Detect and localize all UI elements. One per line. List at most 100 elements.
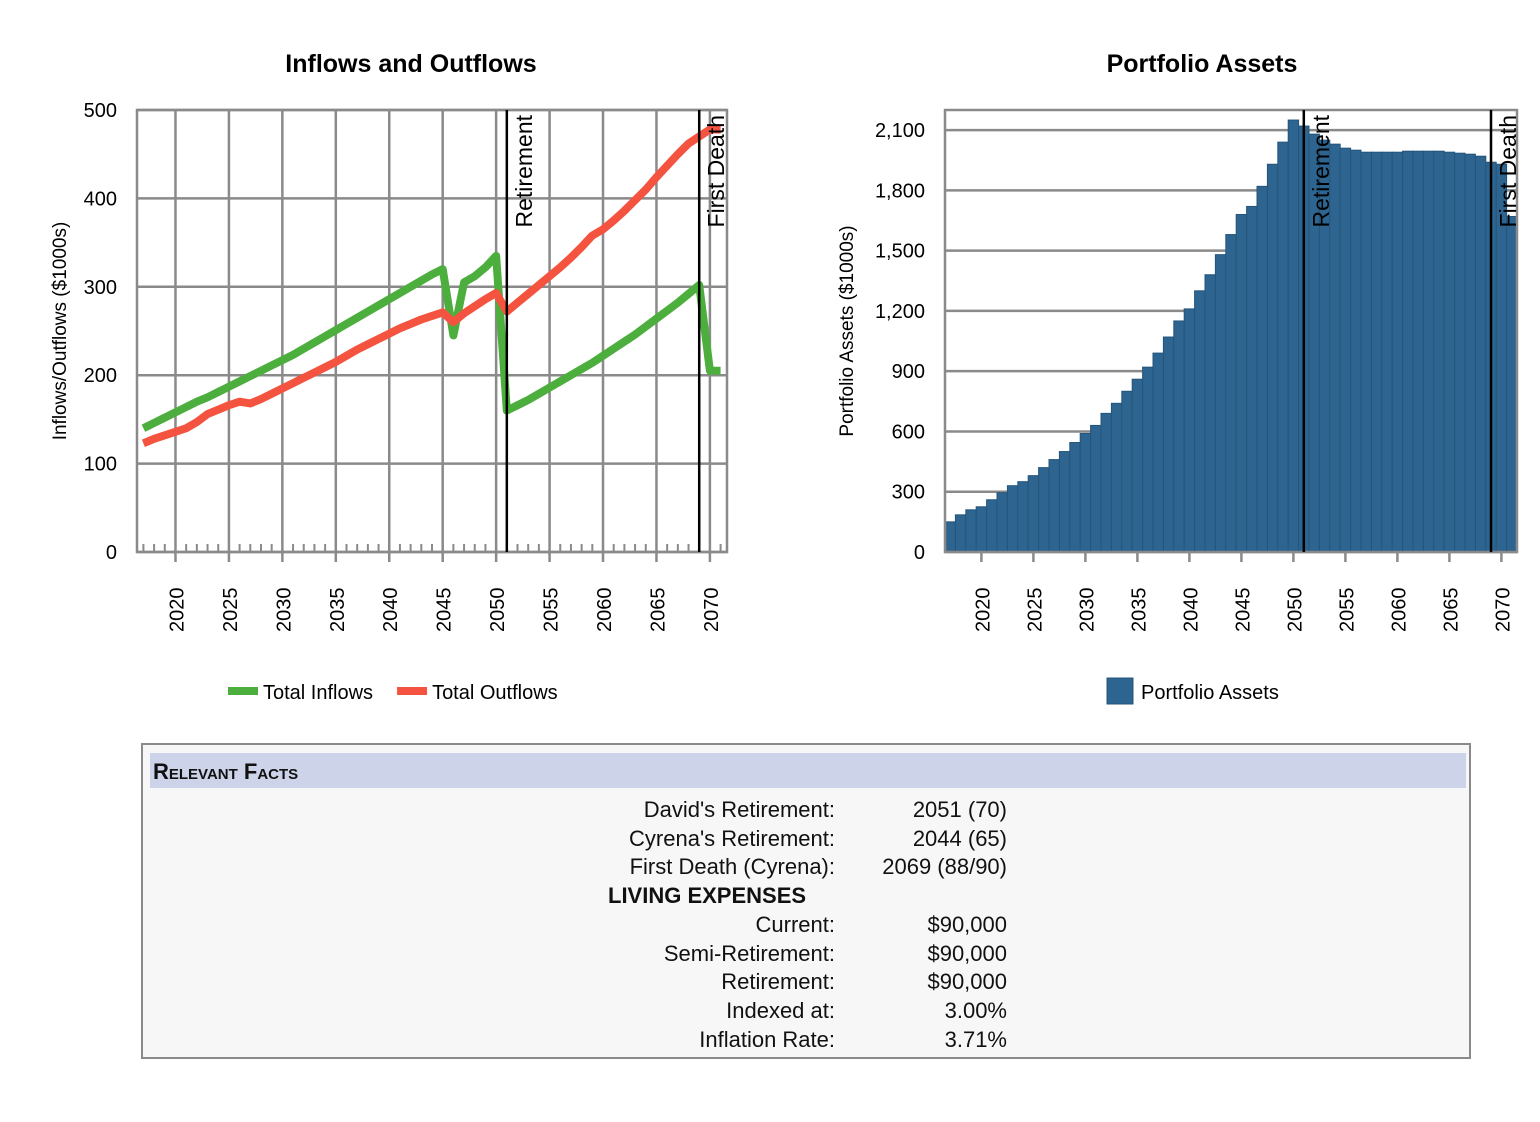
y-tick-label: 300 — [892, 482, 925, 504]
fact-value: 2044 (65) — [912, 826, 1007, 851]
fact-value: $90,000 — [927, 941, 1007, 966]
y-tick-label: 1,800 — [875, 180, 925, 202]
fact-value: $90,000 — [927, 969, 1007, 994]
fact-row: David's Retirement: 2051 (70) — [143, 797, 1469, 826]
plot-frame — [943, 108, 1519, 554]
bar-2067 — [1464, 153, 1476, 553]
legend-label: Total Outflows — [432, 682, 558, 704]
y-tick-label: 100 — [84, 454, 117, 476]
bar-2017 — [944, 521, 956, 553]
x-tick-label: 2050 — [1284, 588, 1306, 633]
marker-label: Retirement — [511, 114, 537, 227]
bar-2044 — [1225, 234, 1237, 553]
y-tick-label: 200 — [84, 365, 117, 387]
legend-label: Portfolio Assets — [1141, 682, 1279, 704]
bar-2031 — [1090, 424, 1102, 553]
bar-2064 — [1433, 150, 1445, 553]
bar-2046 — [1246, 205, 1258, 553]
bar-2071 — [1506, 215, 1518, 553]
series-line-total-outflows — [141, 125, 721, 447]
bar-2028 — [1058, 451, 1071, 553]
legend-swatch — [228, 687, 258, 695]
bar-2022 — [996, 492, 1008, 553]
x-tick-label: 2025 — [1024, 588, 1046, 633]
bar-2060 — [1391, 151, 1404, 553]
bar-2019 — [965, 509, 977, 553]
bar-2068 — [1474, 155, 1487, 553]
bar-2037 — [1152, 352, 1164, 553]
fact-label: Retirement: — [721, 969, 835, 994]
legend-swatch — [397, 687, 428, 695]
bar-2025 — [1027, 475, 1040, 553]
fact-row: Cyrena's Retirement: 2044 (65) — [143, 826, 1469, 855]
x-tick-label: 2040 — [1180, 588, 1202, 633]
x-tick-label: 2025 — [220, 588, 242, 633]
bar-2049 — [1277, 141, 1289, 553]
y-tick-label: 600 — [892, 421, 925, 443]
bar-2059 — [1381, 151, 1393, 553]
bar-2036 — [1142, 366, 1154, 553]
bar-2021 — [986, 499, 998, 553]
x-tick-label: 2050 — [487, 588, 509, 633]
bar-2062 — [1412, 150, 1424, 553]
fact-label: Inflation Rate: — [699, 1027, 835, 1052]
x-tick-label: 2065 — [1440, 588, 1462, 633]
x-tick-label: 2030 — [1076, 588, 1098, 633]
fact-value: 2051 (70) — [912, 797, 1007, 822]
bar-2029 — [1069, 442, 1081, 553]
plot-frame — [135, 108, 729, 554]
x-tick-label: 2065 — [647, 588, 669, 633]
x-tick-label: 2020 — [972, 588, 994, 633]
fact-value: $90,000 — [927, 912, 1007, 937]
bar-2061 — [1402, 150, 1414, 553]
bar-2023 — [1006, 485, 1019, 553]
bar-2042 — [1204, 274, 1216, 553]
fact-value: 3.71% — [944, 1027, 1007, 1052]
fact-value: 2069 (88/90) — [882, 854, 1007, 879]
bar-2065 — [1443, 151, 1456, 553]
charts-canvas: Inflows and Outflows 0 100 200 300 400 500 2020… — [50, 50, 1521, 705]
fact-row: Retirement: $90,000 — [143, 969, 1469, 998]
y-tick-label: 1,200 — [875, 301, 925, 323]
x-tick-label: 2060 — [594, 588, 616, 633]
y-tick-label: 0 — [106, 542, 117, 564]
bar-2043 — [1214, 254, 1227, 553]
bar-2020 — [975, 506, 988, 553]
bar-2026 — [1038, 467, 1050, 553]
y-axis-label: Portfolio Assets ($1000s) — [837, 225, 858, 436]
fact-label: Current: — [755, 912, 835, 937]
x-tick-label: 2045 — [1232, 588, 1254, 633]
y-tick-label: 400 — [84, 188, 117, 210]
bar-2063 — [1422, 150, 1435, 553]
y-tick-label: 1,500 — [875, 241, 925, 263]
relevant-facts-panel: Relevant Facts David's Retirement: 2051 (… — [141, 743, 1471, 1059]
y-tick-label: 300 — [84, 277, 117, 299]
y-axis-label: Inflows/Outflows ($1000s) — [50, 222, 71, 441]
bar-2033 — [1110, 402, 1123, 553]
fact-row: Current: $90,000 — [143, 912, 1469, 941]
bar-2041 — [1194, 290, 1206, 553]
bar-2018 — [954, 514, 967, 553]
x-tick-label: 2020 — [166, 588, 188, 633]
bar-2066 — [1454, 152, 1466, 553]
bar-2050 — [1287, 119, 1300, 553]
x-tick-label: 2045 — [434, 588, 456, 633]
bar-2035 — [1131, 378, 1144, 553]
marker-label: First Death — [703, 115, 729, 227]
bar-2024 — [1017, 481, 1029, 553]
series-line-total-inflows — [141, 251, 721, 432]
bar-2055 — [1339, 147, 1352, 553]
x-tick-label: 2040 — [380, 588, 402, 633]
fact-section: LIVING EXPENSES — [143, 883, 1469, 912]
x-tick-label: 2035 — [1128, 588, 1150, 633]
x-tick-label: 2055 — [1336, 588, 1358, 633]
bar-2030 — [1079, 432, 1092, 553]
legend-label: Total Inflows — [263, 682, 373, 704]
y-tick-label: 2,100 — [875, 120, 925, 142]
bar-2040 — [1183, 308, 1196, 553]
marker-label: Retirement — [1308, 114, 1334, 227]
chart-title: Portfolio Assets — [1107, 50, 1298, 78]
bar-2057 — [1360, 151, 1372, 553]
bar-2045 — [1235, 213, 1248, 553]
